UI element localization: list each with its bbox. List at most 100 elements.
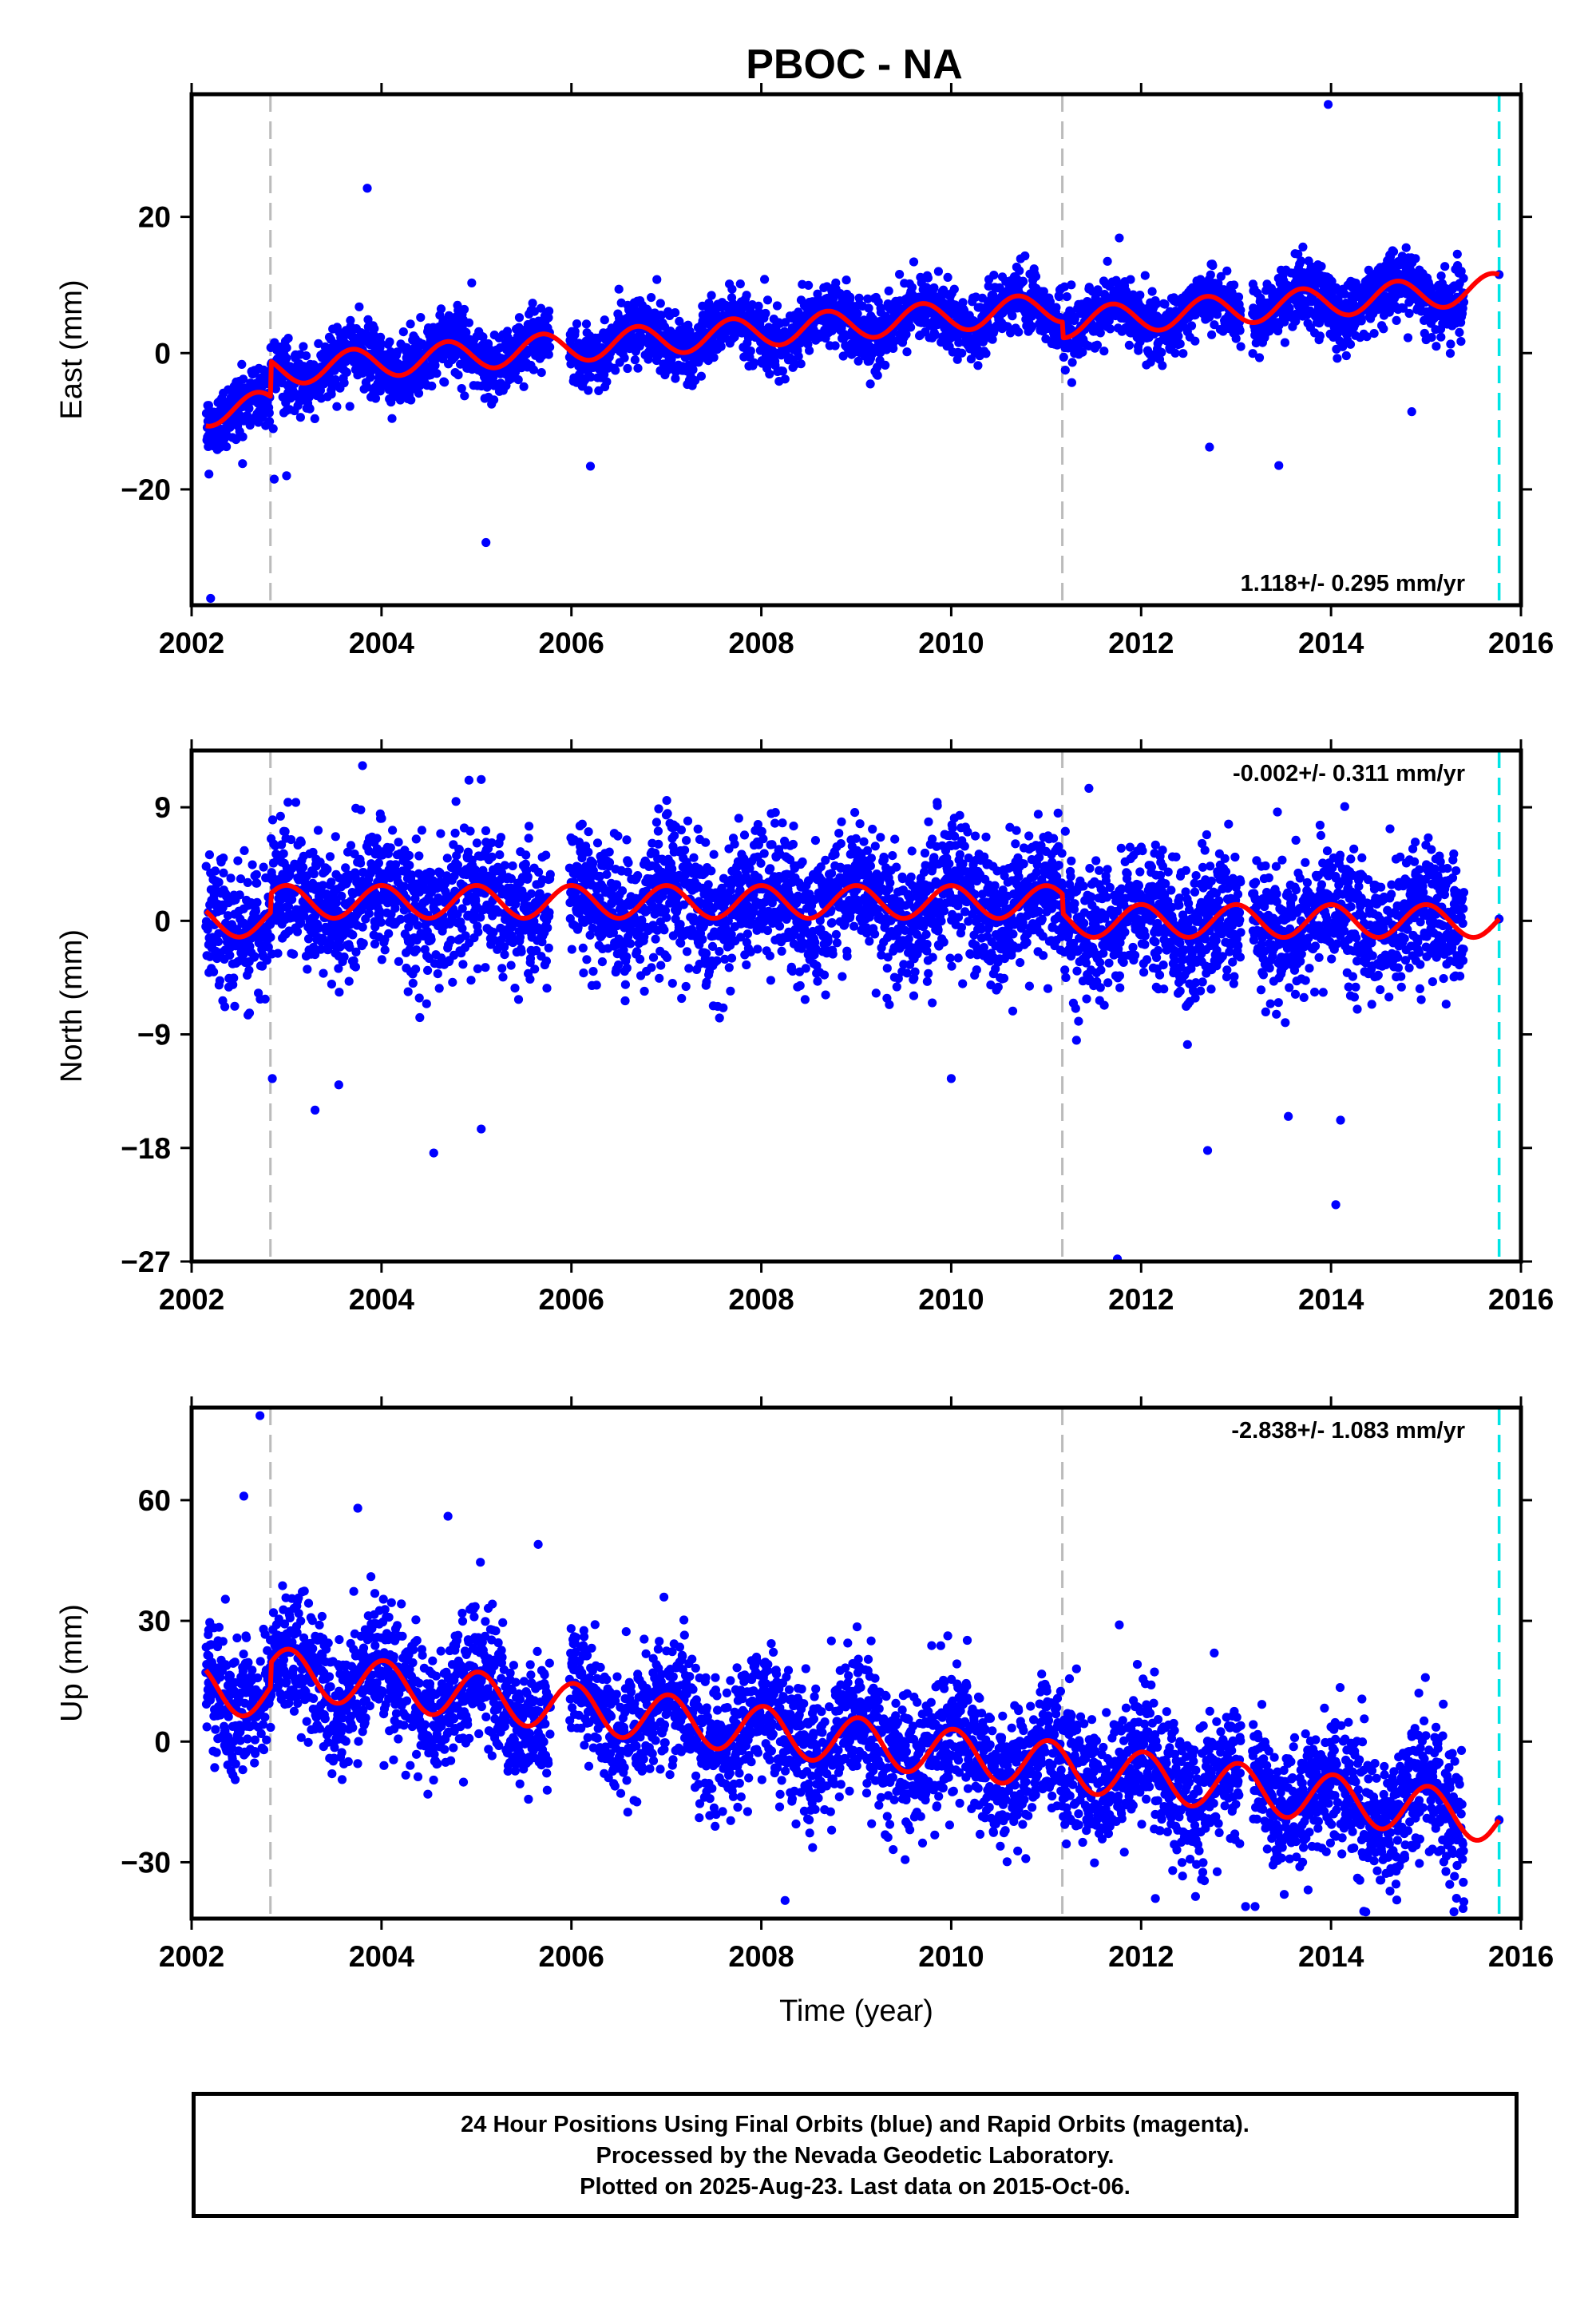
data-point	[394, 838, 403, 847]
data-point	[251, 906, 260, 916]
data-point	[1186, 321, 1197, 331]
outlier-point	[652, 275, 662, 284]
data-point	[289, 949, 299, 959]
data-point	[408, 978, 418, 988]
data-point	[1230, 280, 1239, 290]
data-point	[1060, 366, 1070, 375]
data-point	[804, 280, 814, 290]
data-point	[1207, 330, 1217, 339]
data-point	[460, 391, 469, 401]
data-point	[1388, 247, 1399, 256]
data-point	[830, 341, 840, 351]
data-point	[930, 331, 941, 340]
data-point	[433, 969, 442, 979]
data-point	[239, 374, 248, 384]
data-point	[464, 318, 474, 327]
data-point	[406, 319, 415, 329]
data-point	[358, 939, 368, 949]
data-point	[1059, 352, 1068, 362]
data-point	[314, 339, 323, 348]
data-point	[1254, 353, 1265, 362]
data-point	[265, 417, 275, 426]
data-point	[380, 945, 390, 955]
data-point	[696, 371, 707, 381]
data-point	[572, 319, 582, 329]
data-point	[1436, 271, 1446, 281]
data-point	[1103, 256, 1112, 266]
x-tick-label: 2002	[159, 627, 224, 659]
data-point	[671, 374, 680, 383]
data-point	[1067, 280, 1076, 290]
data-point	[1369, 329, 1379, 339]
data-point	[727, 284, 737, 294]
data-point	[545, 307, 554, 316]
data-point	[411, 834, 421, 844]
data-point	[949, 284, 959, 294]
data-point	[1208, 261, 1218, 271]
data-point	[1206, 270, 1215, 279]
data-point	[873, 362, 882, 372]
data-points	[201, 761, 1504, 1261]
data-point	[327, 390, 336, 399]
data-point	[345, 402, 354, 411]
data-point	[1014, 327, 1024, 337]
data-point	[459, 304, 469, 315]
data-point	[865, 379, 875, 389]
data-point	[282, 343, 291, 353]
data-point	[377, 955, 386, 964]
data-point	[404, 850, 414, 861]
data-point	[1067, 378, 1076, 387]
data-point	[735, 279, 745, 289]
data-point	[457, 384, 466, 394]
data-point	[906, 323, 916, 332]
data-point	[1446, 339, 1455, 349]
data-point	[1170, 348, 1180, 358]
data-point	[403, 987, 413, 996]
data-point	[299, 862, 308, 872]
data-point	[796, 359, 806, 369]
data-point	[339, 952, 349, 962]
data-point	[707, 291, 716, 300]
data-point	[966, 354, 976, 364]
outlier-point	[1274, 461, 1284, 470]
data-point	[957, 348, 967, 358]
data-point	[292, 927, 303, 937]
data-point	[943, 272, 952, 282]
data-point	[895, 270, 905, 279]
data-point	[529, 365, 539, 374]
x-tick-label: 2014	[1298, 627, 1364, 659]
data-point	[1315, 331, 1325, 341]
outlier-point	[206, 593, 216, 604]
data-point	[586, 372, 596, 382]
data-point	[394, 957, 403, 966]
data-point	[691, 376, 700, 386]
data-point	[656, 311, 666, 320]
data-point	[1067, 358, 1077, 367]
data-point	[1147, 287, 1157, 296]
data-point	[1345, 339, 1356, 349]
data-point	[323, 865, 332, 874]
data-point	[973, 361, 983, 370]
outlier-point	[269, 474, 279, 484]
data-point	[1092, 340, 1102, 350]
data-point	[222, 442, 232, 452]
data-point	[331, 832, 340, 842]
data-point	[267, 815, 278, 825]
data-point	[282, 353, 291, 363]
data-point	[339, 378, 349, 388]
data-point	[346, 841, 356, 850]
data-point	[778, 366, 788, 376]
data-point	[671, 308, 680, 318]
data-point	[243, 877, 252, 887]
chart-title: PBOC - NA	[746, 42, 963, 88]
data-point	[214, 877, 224, 887]
data-point	[1160, 299, 1170, 309]
data-point	[1095, 328, 1105, 338]
data-point	[889, 343, 898, 353]
data-point	[344, 976, 354, 986]
data-point	[426, 935, 436, 945]
data-point	[1459, 273, 1468, 283]
y-tick-label: −20	[121, 473, 171, 506]
data-point	[1235, 326, 1245, 335]
data-point	[630, 355, 640, 365]
